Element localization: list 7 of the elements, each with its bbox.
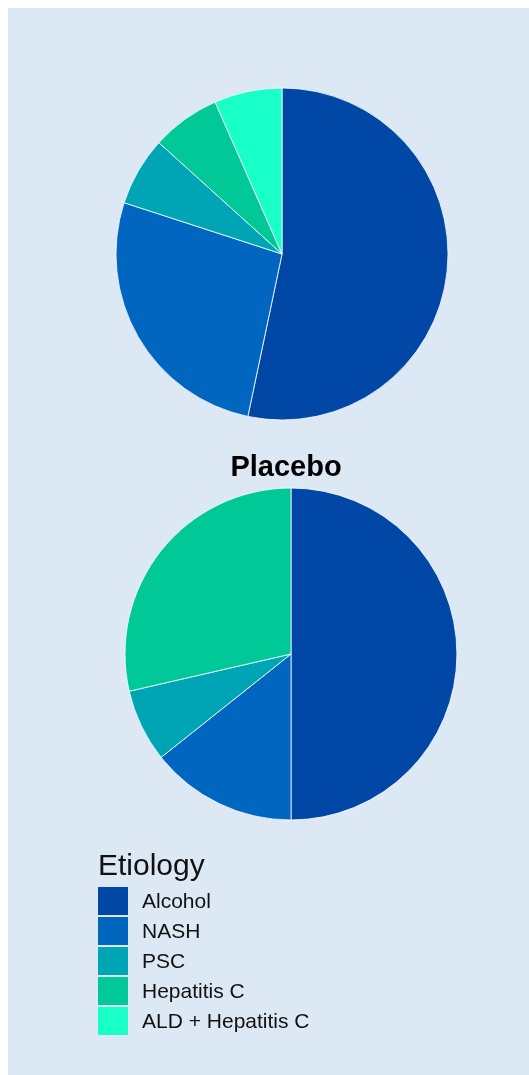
- legend-label: NASH: [142, 919, 201, 943]
- legend-label: Alcohol: [142, 889, 211, 913]
- legend-label: Hepatitis C: [142, 979, 245, 1003]
- legend-title: Etiology: [98, 848, 206, 882]
- chart-title: Placebo: [230, 450, 342, 482]
- legend-label: ALD + Hepatitis C: [142, 1009, 310, 1033]
- legend-label: PSC: [142, 949, 186, 973]
